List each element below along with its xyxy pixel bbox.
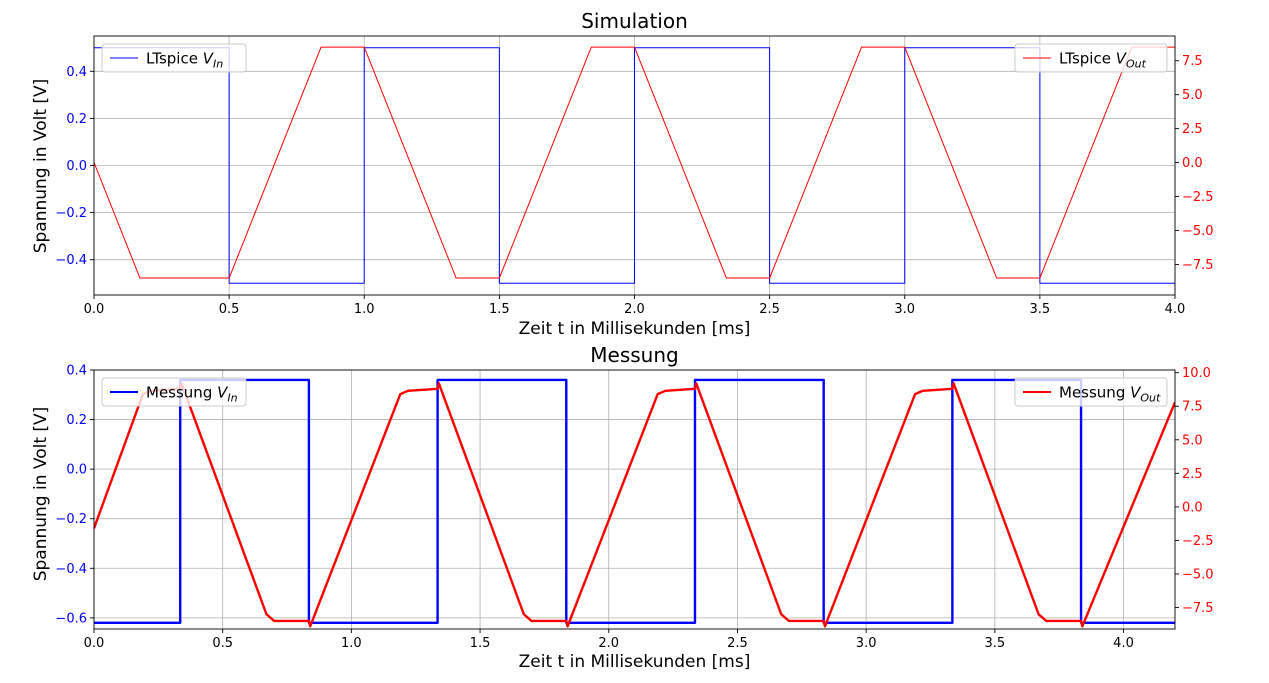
chart-title: Simulation	[581, 9, 688, 33]
y2-tick-label: −7.5	[1182, 258, 1214, 273]
y-axis-label: Spannung in Volt [V]	[31, 79, 51, 254]
y-tick-label: −0.4	[55, 253, 87, 268]
tick-labels: 0.0 0.5 1.0 1.5 2.0 2.5 3.0 3.5 4.0 −0.4 −0.2 0.0 0.…	[55, 54, 1213, 317]
chart-title: Messung	[590, 343, 678, 367]
y2-tick-label: 7.5	[1182, 54, 1203, 69]
y2-tick-label: −5.0	[1182, 224, 1214, 239]
x-tick-label: 1.5	[489, 302, 510, 317]
x-axis-label: Zeit t in Millisekunden [ms]	[519, 319, 751, 339]
series-line-messung-v-in	[94, 378, 1175, 624]
x-tick-label: 0.0	[84, 636, 105, 651]
y-tick-label: −0.4	[55, 562, 87, 577]
series-line-ltspice-v-in	[94, 47, 1175, 284]
y-tick-label: 0.4	[66, 65, 87, 80]
x-tick-label: 1.0	[354, 302, 375, 317]
legend-frame	[101, 377, 247, 407]
legend-left: LTspice VIn	[101, 43, 247, 73]
y-tick-label: −0.6	[55, 611, 87, 626]
legend-label: Messung VIn	[146, 384, 238, 405]
y2-tick-label: 2.5	[1182, 122, 1203, 137]
axes-frame	[93, 369, 1176, 630]
legends: LTspice VIn LTspice VOut	[101, 43, 1168, 73]
x-tick-label: 3.5	[1030, 302, 1051, 317]
x-tick-label: 4.0	[1113, 636, 1134, 651]
y2-tick-label: −2.5	[1182, 534, 1214, 549]
y2-tick-label: −2.5	[1182, 190, 1214, 205]
plot-area	[94, 378, 1175, 628]
x-tick-label: 4.0	[1165, 302, 1186, 317]
y2-tick-label: −7.5	[1182, 601, 1214, 616]
y-axis-label: Spannung in Volt [V]	[31, 407, 51, 582]
y-tick-label: 0.4	[66, 364, 87, 379]
x-tick-label: 2.0	[624, 302, 645, 317]
y-tick-label: 0.2	[66, 413, 87, 428]
legend-label: LTspice VOut	[1059, 50, 1147, 71]
x-axis-label: Zeit t in Millisekunden [ms]	[519, 652, 751, 672]
x-tick-label: 0.5	[219, 302, 240, 317]
x-tick-label: 2.5	[727, 636, 748, 651]
y2-tick-label: 7.5	[1182, 400, 1203, 415]
axes-frame-rect	[93, 369, 1176, 630]
legends: Messung VIn Messung VOut	[101, 377, 1168, 407]
x-tick-label: 2.0	[598, 636, 619, 651]
x-tick-label: 0.5	[212, 636, 233, 651]
legend-frame	[101, 43, 247, 73]
legend-frame	[1014, 377, 1168, 407]
y2-tick-label: 2.5	[1182, 467, 1203, 482]
simulation-panel: Simulation Zeit t in Millisekunden [ms] …	[31, 9, 1214, 339]
tick-labels: 0.0 0.5 1.0 1.5 2.0 2.5 3.0 3.5 4.0 −0.6 −0.4 −0.2 0…	[55, 364, 1213, 652]
y2-tick-label: 10.0	[1182, 366, 1211, 381]
legend-label: Messung VOut	[1059, 384, 1161, 405]
messung-panel: Messung Zeit t in Millisekunden [ms] Spa…	[31, 343, 1214, 672]
x-tick-label: 1.5	[470, 636, 491, 651]
x-tick-label: 2.5	[759, 302, 780, 317]
legend-right: Messung VOut	[1014, 377, 1168, 407]
y-tick-label: 0.0	[66, 463, 87, 478]
x-tick-label: 3.0	[894, 302, 915, 317]
legend-label: LTspice VIn	[146, 50, 223, 71]
x-tick-label: 1.0	[341, 636, 362, 651]
plot-area	[94, 46, 1175, 284]
series-line-messung-v-out	[94, 382, 1175, 628]
y-tick-label: −0.2	[55, 206, 87, 221]
x-tick-label: 3.5	[984, 636, 1005, 651]
series-line-ltspice-v-out	[94, 46, 1175, 279]
legend-right: LTspice VOut	[1014, 43, 1168, 73]
y2-tick-label: 5.0	[1182, 88, 1203, 103]
legend-frame	[1014, 43, 1168, 73]
y2-tick-label: −5.0	[1182, 567, 1214, 582]
y2-tick-label: 0.0	[1182, 500, 1203, 515]
x-tick-label: 3.0	[856, 636, 877, 651]
y-tick-label: 0.2	[66, 112, 87, 127]
y-tick-label: −0.2	[55, 512, 87, 527]
y-tick-label: 0.0	[66, 159, 87, 174]
grid	[93, 369, 1175, 629]
y2-tick-label: 0.0	[1182, 156, 1203, 171]
legend-left: Messung VIn	[101, 377, 247, 407]
y2-tick-label: 5.0	[1182, 433, 1203, 448]
x-tick-label: 0.0	[84, 302, 105, 317]
